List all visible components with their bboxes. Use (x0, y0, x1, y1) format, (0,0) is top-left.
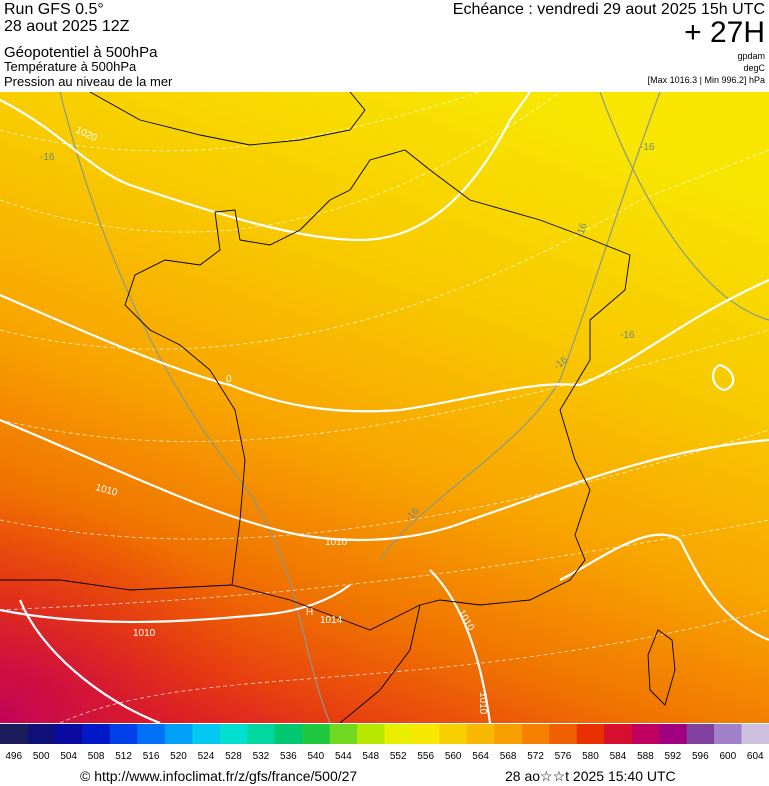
colorbar-label: 604 (747, 751, 764, 762)
swatch (192, 724, 221, 744)
map: 1020-16-16-16-16-16101010101014101010101… (0, 92, 769, 723)
echeance: Echéance : vendredi 29 aout 2025 15h UTC (453, 1, 765, 18)
contour-label: -16 (620, 330, 635, 341)
swatch (549, 724, 578, 744)
unit: degC (743, 63, 765, 73)
swatch (0, 724, 28, 744)
colorbar-label: 588 (637, 751, 654, 762)
swatch (27, 724, 56, 744)
swatch (741, 724, 769, 744)
contour-label: 0 (226, 374, 232, 385)
colorbar-label: 504 (60, 751, 77, 762)
contour-label: 1010 (477, 692, 488, 715)
colorbar-label: 568 (500, 751, 517, 762)
run-date: 28 aout 2025 12Z (4, 18, 130, 35)
source-url: © http://www.infoclimat.fr/z/gfs/france/… (80, 768, 357, 784)
timestamp: 28 ao☆☆t 2025 15:40 UTC (505, 768, 676, 784)
swatch (137, 724, 166, 744)
colorbar-label: 556 (417, 751, 434, 762)
contour-label: H (306, 607, 313, 618)
offset: + 27H (684, 16, 765, 49)
swatch (384, 724, 413, 744)
unit: [Max 1016.3 | Min 996.2] hPa (648, 75, 765, 85)
swatch (466, 724, 495, 744)
unit: gpdam (737, 51, 765, 61)
colorbar-label: 576 (555, 751, 572, 762)
colorbar-label: 560 (445, 751, 462, 762)
swatch (439, 724, 468, 744)
swatch (302, 724, 331, 744)
colorbar-label: 536 (280, 751, 297, 762)
field (0, 92, 769, 723)
swatch (219, 724, 248, 744)
isobars (0, 92, 769, 723)
swatch (54, 724, 83, 744)
colorbar-label: 540 (307, 751, 324, 762)
contour-label: 1014 (320, 615, 343, 626)
colorbar-label: 584 (610, 751, 627, 762)
contour-label: -16 (40, 152, 55, 163)
field-3: Pression au niveau de la mer (4, 74, 173, 89)
field-2: Température à 500hPa (4, 59, 137, 74)
swatch (329, 724, 358, 744)
colorbar-label: 520 (170, 751, 187, 762)
colorbar-label: 528 (225, 751, 242, 762)
contour-label: 1010 (133, 628, 156, 639)
colorbar-label: 564 (472, 751, 489, 762)
swatch (82, 724, 111, 744)
colorbar-label: 596 (692, 751, 709, 762)
colorbar-label: 544 (335, 751, 352, 762)
swatch (164, 724, 193, 744)
swatch (109, 724, 138, 744)
colorbar-label: 512 (115, 751, 132, 762)
swatch (411, 724, 440, 744)
colorbar-label: 580 (582, 751, 599, 762)
colorbar-label: 532 (253, 751, 270, 762)
swatch (604, 724, 633, 744)
swatch (357, 724, 385, 744)
isotherms (59, 92, 769, 723)
colorbar-label: 572 (527, 751, 544, 762)
colorbar-label: 524 (198, 751, 215, 762)
run: Run GFS 0.5° (4, 1, 104, 18)
swatch (247, 724, 276, 744)
contour-label: 1010 (325, 537, 348, 548)
colorbar-label: 500 (33, 751, 50, 762)
swatch (576, 724, 605, 744)
swatch (274, 724, 303, 744)
swatch (631, 724, 660, 744)
coastline (0, 92, 676, 723)
colorbar-label: 600 (719, 751, 736, 762)
contour-label: -16 (640, 142, 655, 153)
swatch (659, 724, 688, 744)
contour-label: -16 (574, 221, 589, 239)
colorbar-label: 496 (5, 751, 22, 762)
swatch (521, 724, 550, 744)
colorbar-label: 548 (362, 751, 379, 762)
swatch (686, 724, 715, 744)
colorbar-label: 592 (665, 751, 682, 762)
colorbar: 496 500 504 508 512 516 520 524 528 532 536 540 544 5… (0, 724, 769, 762)
colorbar-label: 552 (390, 751, 407, 762)
colorbar-label: 516 (143, 751, 160, 762)
swatch (494, 724, 523, 744)
swatch (714, 724, 743, 744)
field-1: Géopotentiel à 500hPa (4, 44, 158, 61)
colorbar-label: 508 (88, 751, 105, 762)
